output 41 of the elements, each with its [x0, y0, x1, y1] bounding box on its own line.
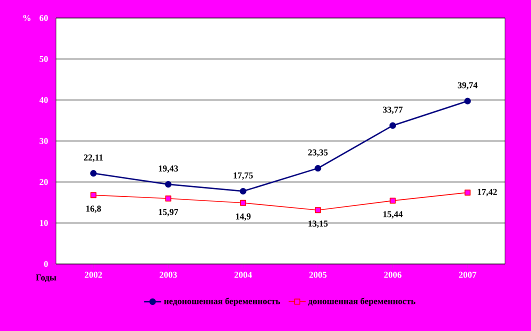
- x-tick-label: 2007: [458, 272, 476, 278]
- point: [464, 190, 471, 196]
- data-label: 15,97: [158, 209, 178, 216]
- x-tick-label: 2004: [234, 272, 252, 278]
- x-axis-title: Годы: [36, 274, 56, 282]
- point: [390, 198, 396, 204]
- point: [165, 196, 172, 202]
- x-tick-label: 2006: [384, 272, 402, 278]
- data-label: 17,75: [234, 172, 253, 180]
- data-label: 39,74: [458, 82, 478, 90]
- data-label: 13,15: [308, 220, 328, 228]
- data-label: 19,43: [158, 165, 178, 173]
- point: [314, 207, 321, 214]
- legend-label: доношенная беременность: [308, 298, 416, 306]
- y-tick-label: 40: [39, 96, 48, 104]
- x-tick-label: 2002: [84, 272, 102, 278]
- y-tick-label: 0: [44, 260, 48, 268]
- y-tick-label: 30: [40, 138, 48, 144]
- legend-label: недоношенная беременность: [164, 298, 280, 306]
- point: [90, 170, 97, 177]
- data-label: 14,9: [236, 213, 251, 221]
- data-label: 23,35: [308, 149, 328, 157]
- y-axis-title: %: [23, 14, 30, 22]
- point: [90, 192, 96, 198]
- x-tick-label: 2003: [160, 272, 177, 278]
- point: [240, 188, 246, 195]
- data-label: 33,77: [383, 106, 403, 114]
- data-label: 15,44: [383, 211, 403, 219]
- y-tick-label: 10: [40, 220, 48, 226]
- point: [314, 164, 322, 172]
- y-tick-label: 20: [40, 178, 48, 186]
- point: [164, 181, 172, 188]
- x-tick-label: 2005: [309, 272, 327, 278]
- data-label: 16,8: [86, 206, 101, 213]
- data-label: 22,11: [84, 154, 103, 162]
- point: [389, 122, 396, 129]
- y-tick-label: 60: [40, 14, 48, 22]
- point: [464, 98, 471, 104]
- y-tick-label: 50: [40, 56, 48, 62]
- point: [240, 200, 246, 206]
- data-label: 17,42: [478, 188, 497, 196]
